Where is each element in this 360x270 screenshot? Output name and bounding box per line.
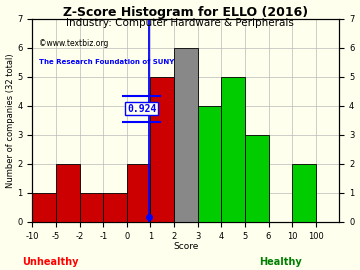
Text: Healthy: Healthy — [260, 256, 302, 266]
Bar — [292, 164, 316, 222]
Bar — [80, 193, 103, 222]
Bar — [150, 77, 174, 222]
Text: ©www.textbiz.org: ©www.textbiz.org — [39, 39, 108, 48]
Bar — [198, 106, 221, 222]
Bar — [245, 135, 269, 222]
Bar — [103, 193, 127, 222]
Text: 0.924: 0.924 — [127, 104, 156, 114]
Bar — [56, 164, 80, 222]
Title: Z-Score Histogram for ELLO (2016): Z-Score Histogram for ELLO (2016) — [63, 6, 309, 19]
Text: Industry: Computer Hardware & Peripherals: Industry: Computer Hardware & Peripheral… — [66, 18, 294, 28]
Bar — [221, 77, 245, 222]
Bar — [127, 164, 150, 222]
Y-axis label: Number of companies (32 total): Number of companies (32 total) — [5, 53, 14, 187]
X-axis label: Score: Score — [173, 242, 199, 251]
Bar — [32, 193, 56, 222]
Text: Unhealthy: Unhealthy — [22, 256, 78, 266]
Text: The Research Foundation of SUNY: The Research Foundation of SUNY — [39, 59, 174, 65]
Bar — [174, 48, 198, 222]
